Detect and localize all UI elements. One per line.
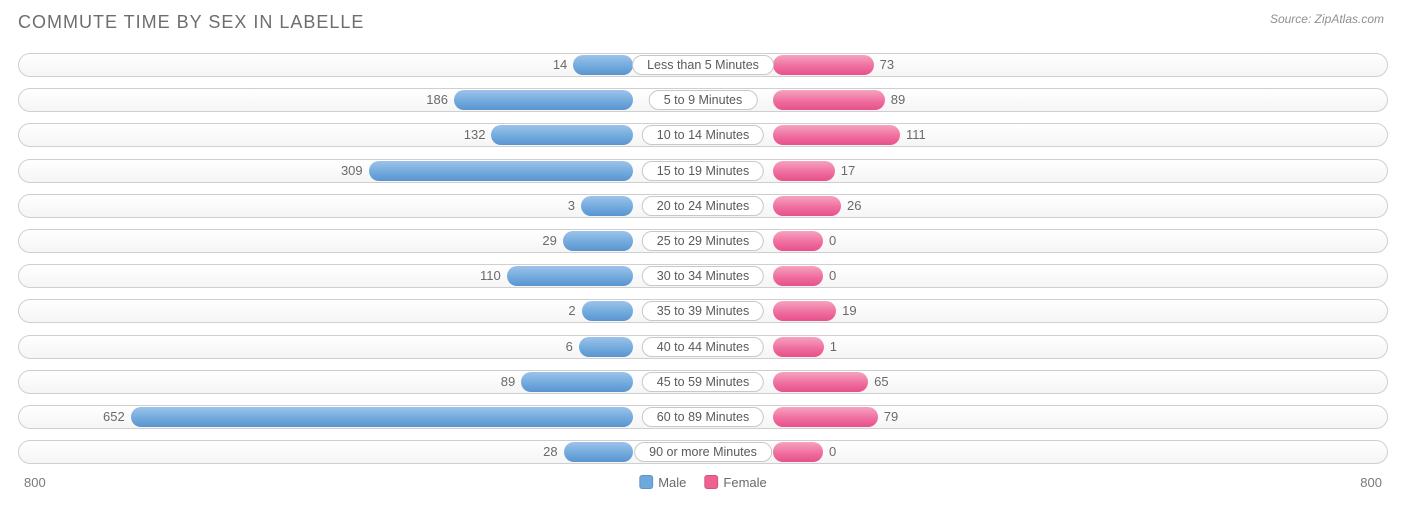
male-bar [573,55,633,75]
male-value: 110 [480,262,501,290]
male-bar [507,266,633,286]
female-value: 17 [841,157,855,185]
chart-row: 15 to 19 Minutes 309 17 [18,157,1388,185]
female-value: 26 [847,192,861,220]
male-bar [579,337,633,357]
female-bar [773,407,878,427]
chart-row: 35 to 39 Minutes 2 19 [18,297,1388,325]
female-bar [773,196,841,216]
category-label: 20 to 24 Minutes [642,196,764,216]
male-swatch-icon [639,475,653,489]
male-value: 14 [553,51,567,79]
category-label: 10 to 14 Minutes [642,125,764,145]
female-value: 65 [874,368,888,396]
category-label: 25 to 29 Minutes [642,231,764,251]
female-bar [773,372,868,392]
female-value: 0 [829,227,836,255]
chart-title: COMMUTE TIME BY SEX IN LABELLE [18,12,1388,33]
chart-footer: 800 Male Female 800 [18,473,1388,499]
male-value: 132 [464,121,486,149]
chart-row: 30 to 34 Minutes 110 0 [18,262,1388,290]
female-value: 89 [891,86,905,114]
male-value: 309 [341,157,363,185]
category-label: 35 to 39 Minutes [642,301,764,321]
female-bar [773,442,823,462]
female-bar [773,90,885,110]
chart-row: 5 to 9 Minutes 186 89 [18,86,1388,114]
female-value: 1 [830,333,837,361]
chart-container: COMMUTE TIME BY SEX IN LABELLE Source: Z… [0,0,1406,523]
male-bar [563,231,633,251]
axis-max-right: 800 [1360,475,1382,490]
chart-row: Less than 5 Minutes 14 73 [18,51,1388,79]
male-bar [564,442,633,462]
chart-row: 45 to 59 Minutes 89 65 [18,368,1388,396]
female-bar [773,161,835,181]
female-bar [773,266,823,286]
male-value: 29 [542,227,556,255]
female-value: 111 [906,121,926,149]
male-value: 2 [568,297,575,325]
category-label: 15 to 19 Minutes [642,161,764,181]
male-value: 3 [568,192,575,220]
chart-row: 10 to 14 Minutes 132 111 [18,121,1388,149]
chart-row: 25 to 29 Minutes 29 0 [18,227,1388,255]
legend-male-label: Male [658,475,686,490]
male-value: 89 [501,368,515,396]
category-label: Less than 5 Minutes [632,55,774,75]
category-label: 90 or more Minutes [634,442,772,462]
male-bar [369,161,633,181]
female-bar [773,55,874,75]
male-bar [491,125,633,145]
female-value: 0 [829,262,836,290]
axis-max-left: 800 [24,475,46,490]
female-swatch-icon [704,475,718,489]
legend-male: Male [639,475,686,490]
male-value: 186 [426,86,448,114]
chart-row: 60 to 89 Minutes 652 79 [18,403,1388,431]
female-value: 79 [884,403,898,431]
male-bar [131,407,633,427]
female-value: 0 [829,438,836,466]
category-label: 40 to 44 Minutes [642,337,764,357]
category-label: 45 to 59 Minutes [642,372,764,392]
female-bar [773,231,823,251]
male-bar [521,372,633,392]
source-attribution: Source: ZipAtlas.com [1270,12,1384,26]
legend: Male Female [639,475,767,490]
female-value: 19 [842,297,856,325]
male-bar [582,301,633,321]
female-value: 73 [880,51,894,79]
chart-row: 20 to 24 Minutes 3 26 [18,192,1388,220]
chart-row: 40 to 44 Minutes 6 1 [18,333,1388,361]
female-bar [773,125,900,145]
female-bar [773,301,836,321]
legend-female: Female [704,475,766,490]
male-bar [581,196,633,216]
male-value: 6 [566,333,573,361]
category-label: 30 to 34 Minutes [642,266,764,286]
chart-area: Less than 5 Minutes 14 73 5 to 9 Minutes 186… [18,51,1388,466]
male-bar [454,90,633,110]
legend-female-label: Female [723,475,766,490]
male-value: 28 [543,438,557,466]
female-bar [773,337,824,357]
category-label: 5 to 9 Minutes [649,90,758,110]
male-value: 652 [103,403,125,431]
chart-row: 90 or more Minutes 28 0 [18,438,1388,466]
category-label: 60 to 89 Minutes [642,407,764,427]
